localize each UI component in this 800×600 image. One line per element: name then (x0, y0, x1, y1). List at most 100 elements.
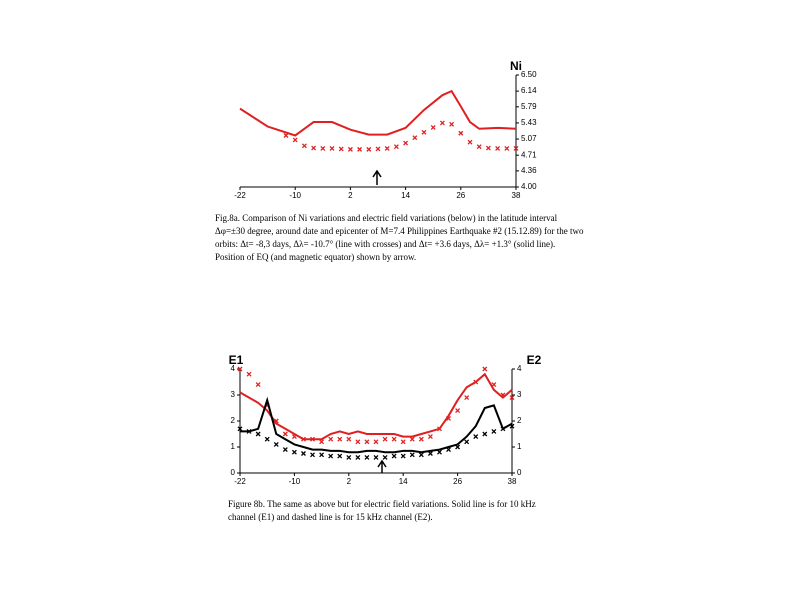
y-tick-label: 5.07 (521, 134, 537, 143)
cross-marker (382, 454, 388, 460)
cross-marker (455, 408, 461, 414)
x-tick-label: -22 (234, 477, 246, 486)
cross-marker (366, 146, 372, 152)
cross-marker (273, 418, 279, 424)
cross-marker (346, 436, 352, 442)
cross-marker (403, 140, 409, 146)
cross-marker (504, 146, 510, 151)
cross-marker (464, 439, 470, 445)
x-tick-label: 2 (347, 477, 352, 486)
cross-marker (301, 143, 307, 149)
cross-marker (246, 428, 252, 434)
cross-marker (255, 431, 261, 437)
cross-marker (310, 452, 315, 458)
cross-marker (237, 426, 243, 432)
y-tick-label: 6.50 (521, 70, 537, 79)
eq-arrow (377, 459, 387, 473)
cross-marker (282, 431, 288, 437)
cross-marker (482, 366, 488, 372)
cross-marker (282, 447, 288, 453)
cross-marker (292, 137, 298, 143)
cross-marker (329, 146, 335, 151)
series-line (240, 396, 513, 454)
cross-marker (246, 371, 252, 377)
cross-marker (500, 426, 506, 432)
cross-marker (491, 382, 497, 388)
cross-marker (355, 439, 361, 445)
y-tick-label: 1 (517, 442, 522, 451)
cross-marker (310, 436, 315, 442)
cross-marker (495, 146, 501, 151)
cross-marker (427, 451, 433, 456)
cross-marker (509, 423, 515, 429)
x-tick-label: 14 (401, 191, 410, 200)
y-tick-label: 2 (517, 416, 522, 425)
cross-marker (437, 449, 442, 455)
cross-marker (467, 139, 473, 145)
cross-marker (437, 426, 442, 432)
cross-marker (473, 434, 479, 440)
cross-marker (337, 453, 343, 459)
cross-marker (328, 453, 334, 459)
y2-axis-label: E2 (527, 353, 542, 367)
cross-marker (375, 146, 381, 152)
cross-marker (473, 379, 479, 385)
cross-marker (357, 146, 363, 152)
cross-marker (482, 431, 488, 437)
y-tick-label: 3 (231, 390, 236, 399)
cross-marker (400, 453, 406, 459)
cross-marker (491, 428, 497, 434)
y-tick-label: 3 (517, 390, 522, 399)
cross-marker (347, 146, 353, 152)
cross-marker (291, 449, 297, 455)
y-tick-label: 4.36 (521, 166, 537, 175)
cross-marker (500, 392, 506, 398)
figure-caption: Fig.8a. Comparison of Ni variations and … (215, 213, 584, 262)
cross-marker (237, 366, 243, 372)
y-tick-label: 2 (231, 416, 236, 425)
cross-marker (355, 454, 361, 460)
y-tick-label: 4.00 (521, 182, 537, 191)
cross-marker (418, 452, 424, 458)
cross-marker (409, 452, 415, 458)
cross-marker (337, 436, 343, 442)
cross-marker (338, 146, 344, 152)
cross-marker (384, 146, 390, 151)
x-tick-label: 26 (456, 191, 465, 200)
x-tick-label: 2 (348, 191, 353, 200)
cross-marker (509, 395, 515, 401)
x-tick-label: 38 (512, 191, 521, 200)
cross-marker (291, 434, 297, 440)
y-tick-label: 0 (231, 468, 236, 477)
cross-marker (364, 454, 370, 460)
y-tick-label: 6.14 (521, 86, 537, 95)
cross-marker (400, 439, 406, 445)
cross-marker (476, 144, 482, 150)
cross-marker (283, 133, 289, 138)
x-tick-label: 38 (508, 477, 517, 486)
y-axis-label: E1 (229, 353, 244, 367)
eq-arrow (372, 169, 382, 185)
cross-marker (346, 454, 352, 460)
x-tick-label: -10 (289, 477, 301, 486)
cross-marker (393, 144, 399, 150)
y-tick-label: 1 (231, 442, 236, 451)
cross-marker (373, 439, 379, 445)
cross-marker (485, 145, 491, 151)
x-tick-label: 26 (453, 477, 462, 486)
cross-marker (446, 447, 451, 453)
cross-marker (382, 436, 388, 442)
cross-marker (464, 395, 470, 401)
cross-marker (255, 382, 261, 388)
x-tick-label: 14 (399, 477, 408, 486)
series-line (239, 89, 517, 137)
cross-marker (455, 444, 461, 450)
series-line (239, 372, 513, 441)
cross-marker (430, 124, 436, 130)
cross-marker (446, 415, 451, 421)
y-tick-label: 4 (517, 364, 522, 373)
cross-marker (439, 120, 445, 126)
cross-marker (449, 121, 455, 127)
x-tick-label: -10 (289, 191, 301, 200)
